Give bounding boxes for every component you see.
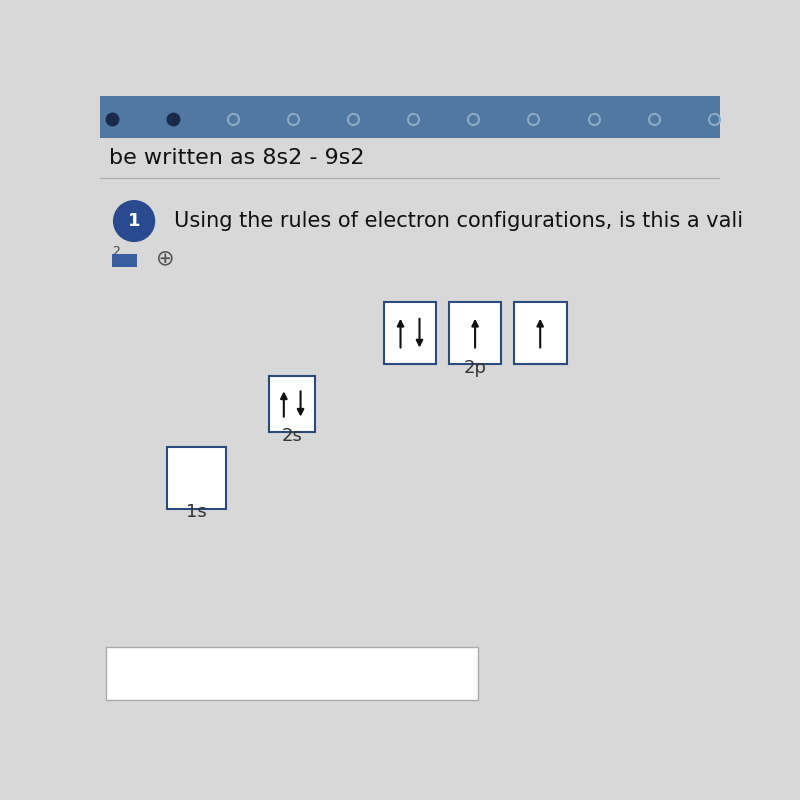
Bar	[166, 447, 226, 509]
Text: ⊕: ⊕	[156, 248, 174, 268]
Bar	[449, 302, 502, 364]
Bar	[384, 302, 436, 364]
Text: 2p: 2p	[464, 359, 486, 378]
Bar	[100, 96, 720, 138]
Text: Using the rules of electron configurations, is this a vali: Using the rules of electron configuratio…	[174, 211, 743, 231]
Text: 1: 1	[128, 212, 140, 230]
Bar	[106, 647, 478, 700]
Bar	[514, 302, 566, 364]
Bar	[112, 254, 138, 267]
Text: 2s: 2s	[282, 427, 302, 445]
Bar	[269, 376, 315, 432]
Text: 2: 2	[112, 246, 120, 258]
Circle shape	[114, 201, 154, 242]
Text: 1s: 1s	[186, 503, 206, 521]
Bar	[100, 138, 720, 178]
Text: be written as 8s2 - 9s2: be written as 8s2 - 9s2	[110, 148, 365, 168]
